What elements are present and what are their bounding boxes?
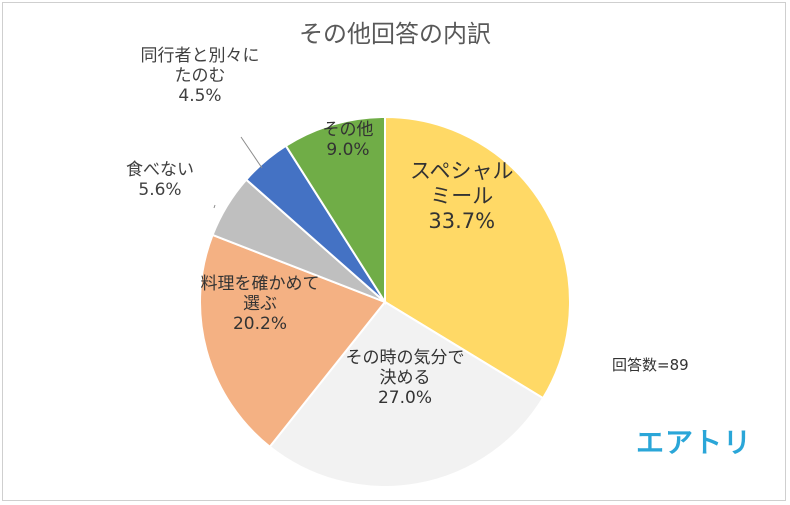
leader-line	[240, 136, 263, 169]
slice-label-text: 選ぶ	[243, 293, 277, 314]
pie-slice	[268, 300, 545, 488]
slice-value-label: 5.6%	[138, 179, 182, 200]
slice-value-label: 9.0%	[326, 139, 370, 160]
slice-label-text: スペシャル	[410, 159, 514, 183]
slice-label-text: その時の気分で	[345, 347, 465, 368]
slice-label: その時の気分で 決める 27.0%	[346, 348, 465, 409]
response-count: 回答数=89	[612, 356, 689, 374]
pie-slice	[199, 233, 387, 449]
slice-label-text: その他	[322, 119, 374, 140]
slice-value-label: 33.7%	[428, 209, 496, 234]
leader-line	[213, 204, 216, 209]
slice-label: 同行者と別々に たのむ 4.5%	[141, 46, 260, 107]
slice-value-label: 4.5%	[178, 86, 222, 107]
slice-label-text: 食べない	[126, 159, 194, 180]
slice-label: 食べない 5.6%	[126, 160, 194, 201]
slice-value-label: 27.0%	[377, 388, 432, 409]
slice-label: その他 9.0%	[323, 120, 374, 161]
slice-label-text: ミール	[430, 184, 494, 209]
brand-logo: エアトリ	[636, 426, 753, 459]
slice-label-text: たのむ	[174, 65, 226, 86]
pie-slice	[284, 115, 386, 306]
slice-label-text: 料理を確かめて	[200, 273, 320, 294]
pie-slice	[384, 115, 571, 400]
slice-label: スペシャル ミール 33.7%	[410, 159, 514, 235]
slice-label: 料理を確かめて 選ぶ 20.2%	[201, 274, 320, 335]
slice-label-text: 決める	[379, 367, 431, 388]
chart-title: その他回答の内訳	[299, 20, 491, 48]
slice-value-label: 20.2%	[232, 314, 287, 335]
slice-label-text: 同行者と別々に	[140, 45, 260, 66]
